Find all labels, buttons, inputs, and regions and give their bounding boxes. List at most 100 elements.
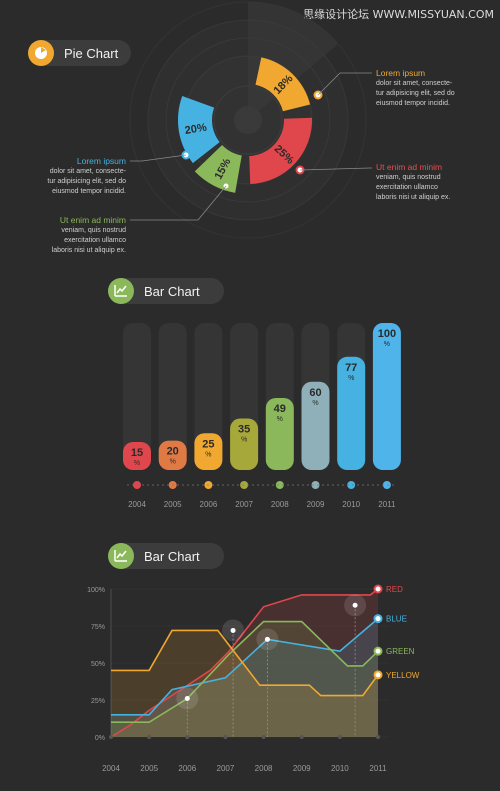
bar (194, 433, 223, 470)
series-line (111, 620, 379, 723)
callout-text: dolor sit amet, consecte- (49, 168, 126, 175)
watermark: 思缘设计论坛 WWW.MISSYUAN.COM (303, 8, 494, 21)
series-end-dot (373, 584, 383, 594)
x-tick-label: 2005 (140, 764, 158, 773)
x-axis-dot (261, 735, 266, 739)
x-axis-dot (147, 735, 152, 739)
bar-value-label: 77 (345, 362, 357, 374)
series-legend-label: YELLOW (386, 671, 420, 680)
x-tick-label: 2008 (255, 764, 273, 773)
bar-unit-label: % (134, 460, 140, 467)
callout-top-right: Lorem ipsum dolor sit amet, consecte- tu… (376, 68, 496, 109)
bar-x-tick-label: 2005 (164, 500, 182, 509)
chart-line-icon (108, 278, 134, 304)
x-axis-dot (337, 735, 342, 739)
x-tick-label: 2011 (369, 764, 387, 773)
x-axis-dot (185, 735, 190, 739)
callout-text: veniam, quis nostrud (376, 174, 441, 181)
series-area (111, 618, 378, 737)
highlight-point (230, 627, 236, 633)
callout-left-bottom: Ut enim ad minim veniam, quis nostrud ex… (28, 215, 126, 256)
x-axis-dot (223, 735, 228, 739)
bar (158, 440, 187, 470)
y-tick-label: 25% (91, 698, 105, 705)
bar-unit-label: % (348, 375, 354, 382)
bar-unit-label: % (312, 400, 318, 407)
bar-axis-dot (311, 481, 320, 489)
bar-axis-dot (382, 481, 391, 489)
y-tick-label: 75% (91, 624, 105, 631)
bar (123, 442, 151, 470)
bar-unit-label: % (205, 451, 211, 458)
x-tick-label: 2007 (217, 764, 235, 773)
x-tick-label: 2004 (102, 764, 120, 773)
series-area (111, 630, 378, 737)
pie-slice (177, 96, 220, 164)
callout-text: laboris nisi ut aliquip ex. (376, 194, 451, 201)
pie-icon (28, 40, 54, 66)
series-legend-label: BLUE (386, 615, 407, 624)
bar-unit-label: % (170, 459, 176, 466)
bar-x-tick-label: 2004 (128, 500, 146, 509)
callout-left-top: Lorem ipsum dolor sit amet, consecte- tu… (28, 156, 126, 197)
bar-axis-dot (347, 481, 356, 489)
series-legend-label: GREEN (386, 647, 415, 656)
bar-value-label: 15 (131, 447, 143, 459)
callout-heading: Ut enim ad minim (376, 162, 443, 172)
x-tick-label: 2010 (331, 764, 349, 773)
bar-value-label: 49 (274, 403, 286, 415)
callout-right-bottom: Ut enim ad minim veniam, quis nostrud ex… (376, 162, 496, 203)
x-axis-dot (109, 735, 113, 739)
y-tick-label: 50% (91, 661, 105, 668)
bar-value-label: 100 (378, 328, 396, 340)
bar-track (158, 323, 187, 470)
callout-text: veniam, quis nostrud (61, 227, 126, 234)
pie-leader-lines (130, 72, 372, 221)
pie-slice (255, 57, 311, 112)
highlight-point (264, 636, 270, 642)
bar-x-tick-label: 2008 (271, 500, 289, 509)
callout-text: eiusmod tempor incidid. (52, 188, 126, 195)
bar-x-tick-label: 2006 (200, 500, 218, 509)
callout-text: tur adipisicing elit, sed do (376, 90, 455, 97)
series-legend-label: RED (386, 585, 403, 594)
bar-x-tick-label: 2009 (307, 500, 325, 509)
series-line (111, 617, 379, 716)
series-area (111, 589, 378, 737)
bar (230, 418, 259, 470)
callout-heading: Ut enim ad minim (59, 215, 126, 225)
bar (337, 356, 366, 470)
series-end-dot (373, 614, 383, 624)
bar-value-label: 35 (238, 424, 250, 436)
line-chart: 0% 25% 50% 75% 100% RED BLUE GREEN YELLOW 2004 200… (87, 584, 420, 773)
bar-value-label: 60 (309, 387, 321, 399)
series-end-dot (373, 670, 383, 680)
series-line (111, 629, 379, 697)
callout-text: laboris nisi ut aliquip ex. (51, 247, 126, 254)
pie-chart-title: Pie Chart (64, 45, 119, 61)
pie-slice (194, 145, 242, 193)
line-chart-title: Bar Chart (144, 548, 200, 564)
x-tick-label: 2006 (178, 764, 196, 773)
callout-text: exercitation ullamco (376, 184, 438, 191)
pie-chart: 18%25%15%20% (129, 1, 372, 239)
bar-value-label: 25 (202, 438, 214, 450)
chart-line-icon (108, 543, 134, 569)
line-chart-header: Bar Chart (108, 543, 224, 569)
x-axis-dot (376, 735, 380, 739)
callout-heading: Lorem ipsum (376, 68, 426, 78)
pie-slice (249, 117, 312, 184)
callout-text: dolor sit amet, consecte- (376, 80, 453, 87)
highlight-point (352, 602, 358, 608)
series-end-dot (373, 646, 383, 656)
callout-text: tur adipisicing elit, sed do (47, 178, 126, 185)
callout-heading: Lorem ipsum (76, 156, 126, 166)
callout-text: exercitation ullamco (64, 237, 126, 244)
x-tick-label: 2009 (293, 764, 311, 773)
bar-axis-dot (275, 481, 284, 489)
callout-text: eiusmod tempor incidid. (376, 100, 450, 107)
bar-value-label: 20 (167, 446, 179, 458)
bar (265, 397, 294, 470)
bar-track (123, 323, 151, 470)
x-axis-dot (299, 735, 304, 739)
